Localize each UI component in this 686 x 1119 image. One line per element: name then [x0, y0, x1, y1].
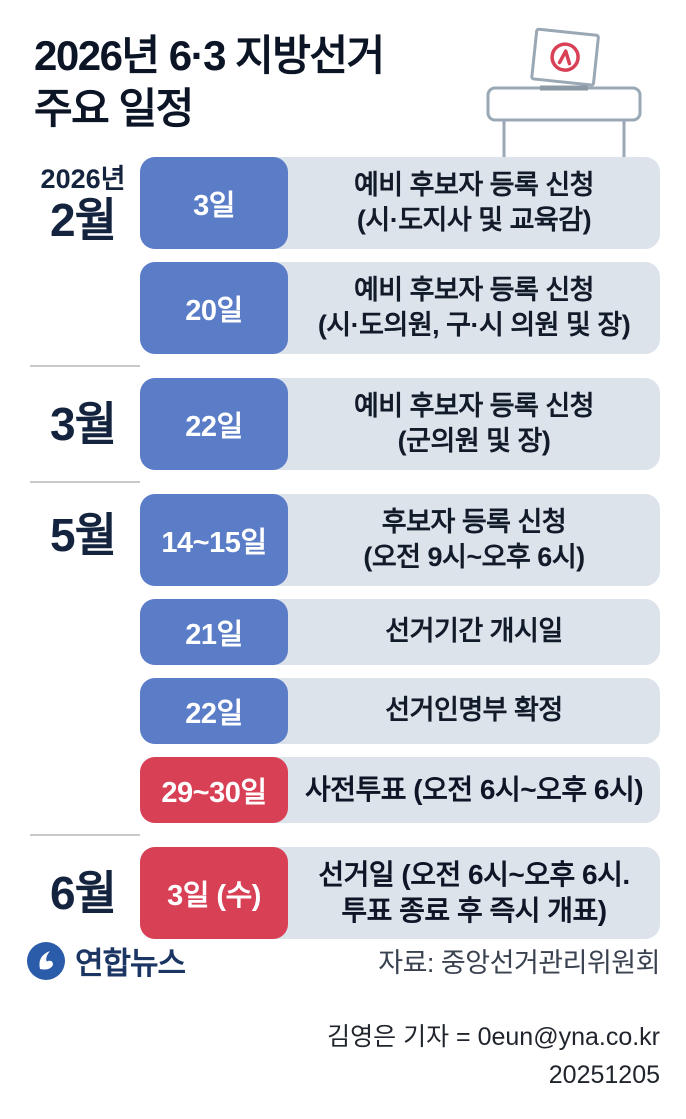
- month-group-june: 6월 3일 (수) 선거일 (오전 6시~오후 6시. 투표 종료 후 즉시 개…: [26, 847, 660, 939]
- event-description: 사전투표 (오전 6시~오후 6시): [288, 772, 660, 808]
- event-description-line2: (군의원 및 장): [397, 426, 551, 456]
- event-description: 예비 후보자 등록 신청 (시·도지사 및 교육감): [288, 168, 660, 238]
- month-rows: 14~15일 후보자 등록 신청 (오전 9시~오후 6시) 21일 선거기간 …: [140, 494, 660, 823]
- date-badge: 22일: [140, 678, 288, 744]
- schedule-row: 14~15일 후보자 등록 신청 (오전 9시~오후 6시): [140, 494, 660, 586]
- event-description: 선거기간 개시일: [288, 614, 660, 649]
- schedule-row: 22일 예비 후보자 등록 신청 (군의원 및 장): [140, 378, 660, 470]
- event-description-line2: (오전 9시~오후 6시): [363, 542, 585, 572]
- schedule-row: 22일 선거인명부 확정: [140, 678, 660, 744]
- event-description-line1: 선거기간 개시일: [385, 616, 563, 647]
- event-description-line2: 투표 종료 후 즉시 개표): [341, 895, 607, 926]
- event-description: 선거인명부 확정: [288, 693, 660, 728]
- date-badge: 14~15일: [140, 494, 288, 586]
- date-badge: 20일: [140, 262, 288, 354]
- group-divider: [30, 481, 140, 483]
- page-title-line1: 2026년 6·3 지방선거: [34, 32, 385, 79]
- page-title: 2026년 6·3 지방선거 주요 일정: [34, 30, 504, 135]
- schedule-row: 20일 예비 후보자 등록 신청 (시·도의원, 구·시 의원 및 장): [140, 262, 660, 354]
- month-label-march: 3월: [26, 378, 140, 470]
- publication-date: 20251205: [548, 1061, 660, 1089]
- month-group-may: 5월 14~15일 후보자 등록 신청 (오전 9시~오후 6시) 21일 선거…: [26, 494, 660, 823]
- schedule-timeline: 2026년 2월 3일 예비 후보자 등록 신청 (시·도지사 및 교육감) 2…: [0, 157, 686, 939]
- date-badge: 3일: [140, 157, 288, 249]
- event-description-line1: 후보자 등록 신청: [381, 506, 567, 537]
- date-badge: 21일: [140, 599, 288, 665]
- footer: 연합뉴스 자료: 중앙선거관리위원회 김영은 기자 = 0eun@yna.co.…: [26, 938, 660, 1090]
- reporter-byline: 김영은 기자 = 0eun@yna.co.kr: [327, 1023, 660, 1051]
- ballot-box-icon: [486, 27, 642, 163]
- event-description-line1: 예비 후보자 등록 신청: [353, 390, 595, 421]
- event-description: 선거일 (오전 6시~오후 6시. 투표 종료 후 즉시 개표): [288, 857, 660, 930]
- month-group-february: 2026년 2월 3일 예비 후보자 등록 신청 (시·도지사 및 교육감) 2…: [26, 157, 660, 354]
- group-divider: [30, 365, 140, 367]
- month-label-may: 5월: [26, 494, 140, 823]
- month-group-march: 3월 22일 예비 후보자 등록 신청 (군의원 및 장): [26, 378, 660, 470]
- month-rows: 3일 예비 후보자 등록 신청 (시·도지사 및 교육감) 20일 예비 후보자…: [140, 157, 660, 354]
- month-label: 5월: [50, 509, 117, 561]
- event-description-line1: 선거일 (오전 6시~오후 6시.: [318, 858, 630, 890]
- schedule-row-election-day: 3일 (수) 선거일 (오전 6시~오후 6시. 투표 종료 후 즉시 개표): [140, 847, 660, 939]
- footer-row: 연합뉴스 자료: 중앙선거관리위원회: [26, 938, 660, 983]
- month-label: 2월: [50, 193, 117, 246]
- event-description: 예비 후보자 등록 신청 (시·도의원, 구·시 의원 및 장): [288, 273, 660, 343]
- month-label-february: 2026년 2월: [26, 157, 140, 354]
- yonhap-logo-icon: [27, 941, 65, 980]
- event-description-line1: 사전투표 (오전 6시~오후 6시): [304, 773, 644, 805]
- yonhap-logo: 연합뉴스: [26, 938, 186, 983]
- month-rows: 22일 예비 후보자 등록 신청 (군의원 및 장): [140, 378, 660, 470]
- schedule-row-early-voting: 29~30일 사전투표 (오전 6시~오후 6시): [140, 757, 660, 823]
- event-description-line2: (시·도의원, 구·시 의원 및 장): [317, 310, 631, 340]
- event-description-line1: 선거인명부 확정: [385, 695, 563, 726]
- event-description: 예비 후보자 등록 신청 (군의원 및 장): [288, 389, 660, 459]
- date-badge: 29~30일: [140, 757, 288, 823]
- group-divider: [30, 834, 140, 836]
- schedule-row: 21일 선거기간 개시일: [140, 599, 660, 665]
- page-title-line2: 주요 일정: [34, 84, 194, 132]
- event-description: 후보자 등록 신청 (오전 9시~오후 6시): [288, 505, 660, 575]
- month-label: 3월: [50, 397, 117, 450]
- month-label: 6월: [50, 866, 117, 919]
- date-badge: 3일 (수): [140, 847, 288, 939]
- logo-text: 연합뉴스: [75, 946, 186, 981]
- date-badge: 22일: [140, 378, 288, 470]
- month-rows: 3일 (수) 선거일 (오전 6시~오후 6시. 투표 종료 후 즉시 개표): [140, 847, 660, 939]
- event-description-line1: 예비 후보자 등록 신청: [353, 274, 595, 305]
- event-description-line1: 예비 후보자 등록 신청: [353, 169, 595, 200]
- source-credit: 자료: 중앙선거관리위원회: [378, 948, 660, 978]
- year-label: 2026년: [40, 164, 126, 194]
- schedule-row: 3일 예비 후보자 등록 신청 (시·도지사 및 교육감): [140, 157, 660, 249]
- header: 2026년 6·3 지방선거 주요 일정: [0, 0, 686, 135]
- month-label-june: 6월: [26, 847, 140, 939]
- event-description-line2: (시·도지사 및 교육감): [356, 205, 592, 235]
